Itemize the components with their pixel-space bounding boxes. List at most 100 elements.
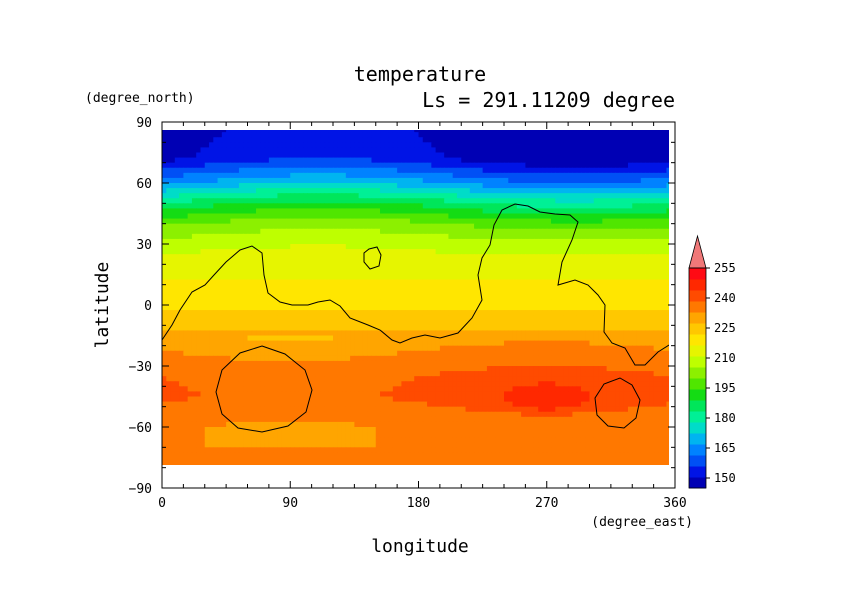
field-cell: [533, 203, 539, 210]
field-cell: [397, 122, 402, 128]
field-cell: [324, 299, 330, 306]
field-cell: [563, 310, 569, 316]
field-cell: [354, 269, 360, 276]
field-cell: [602, 172, 608, 179]
field-cell: [196, 147, 202, 154]
field-cell: [465, 183, 471, 189]
field-cell: [452, 325, 458, 332]
field-cell: [243, 269, 249, 276]
field-cell: [525, 183, 531, 189]
field-cell: [602, 132, 608, 138]
field-cell: [512, 254, 518, 260]
field-cell: [392, 157, 398, 164]
field-cell: [495, 130, 501, 133]
field-cell: [508, 167, 514, 174]
field-cell: [371, 198, 377, 204]
field-cell: [427, 223, 432, 230]
field-cell: [392, 299, 398, 306]
field-cell: [666, 320, 669, 326]
field-cell: [409, 238, 415, 245]
field-cell: [243, 130, 249, 133]
field-cell: [170, 172, 176, 179]
field-cell: [341, 299, 347, 306]
field-cell: [405, 233, 411, 240]
field-cell: [281, 305, 287, 311]
field-cell: [529, 320, 535, 326]
field-cell: [247, 274, 253, 281]
field-cell: [444, 147, 450, 154]
field-cell: [422, 152, 428, 159]
field-cell: [320, 132, 326, 138]
field-cell: [666, 218, 669, 225]
field-cell: [354, 177, 360, 184]
field-cell: [572, 147, 578, 154]
field-cell: [380, 167, 385, 174]
field-cell: [585, 147, 591, 154]
field-cell: [414, 330, 420, 337]
field-cell: [508, 289, 514, 296]
field-cell: [580, 284, 586, 291]
field-cell: [551, 294, 556, 301]
field-cell: [478, 193, 484, 199]
field-cell: [516, 223, 522, 230]
field-cell: [555, 203, 561, 210]
field-cell: [525, 228, 531, 235]
field-cell: [260, 310, 266, 316]
field-cell: [623, 244, 629, 250]
field-cell: [264, 305, 270, 311]
field-cell: [213, 238, 219, 245]
field-cell: [298, 183, 304, 189]
field-cell: [559, 142, 565, 149]
field-cell: [627, 325, 633, 332]
field-cell: [204, 167, 210, 174]
field-cell: [256, 167, 261, 174]
field-cell: [576, 269, 582, 276]
field-cell: [350, 218, 355, 225]
field-cell: [470, 122, 475, 128]
field-cell: [546, 320, 552, 326]
field-cell: [200, 213, 206, 220]
field-cell: [422, 167, 428, 174]
field-cell: [448, 259, 454, 265]
field-cell: [380, 203, 385, 210]
field-cell: [641, 122, 646, 128]
field-cell: [162, 254, 167, 260]
field-cell: [277, 142, 283, 149]
field-cell: [358, 223, 364, 230]
field-cell: [256, 223, 261, 230]
field-cell: [362, 193, 368, 199]
field-cell: [405, 269, 411, 276]
field-cell: [435, 330, 441, 337]
field-cell: [580, 218, 586, 225]
field-cell: [610, 162, 616, 169]
field-cell: [448, 305, 454, 311]
field-cell: [392, 269, 398, 276]
field-cell: [204, 147, 210, 154]
field-cell: [251, 310, 257, 316]
field-cell: [491, 183, 497, 189]
field-cell: [388, 203, 394, 210]
field-cell: [285, 310, 291, 316]
field-cell: [401, 238, 407, 245]
field-cell: [555, 193, 561, 199]
field-cell: [466, 122, 471, 128]
field-cell: [183, 264, 189, 271]
field-cell: [324, 244, 330, 250]
field-cell: [504, 320, 509, 326]
field-cell: [285, 305, 291, 311]
field-cell: [585, 193, 591, 199]
field-cell: [555, 233, 561, 240]
field-cell: [226, 137, 232, 143]
field-cell: [281, 132, 287, 138]
field-cell: [435, 269, 441, 276]
field-cell: [328, 137, 334, 143]
field-cell: [238, 294, 244, 301]
field-cell: [311, 152, 317, 159]
field-cell: [482, 183, 488, 189]
field-cell: [307, 157, 313, 164]
field-cell: [572, 279, 578, 286]
field-cell: [512, 172, 518, 179]
field-cell: [615, 188, 621, 194]
field-cell: [623, 147, 629, 154]
field-cell: [512, 228, 518, 235]
